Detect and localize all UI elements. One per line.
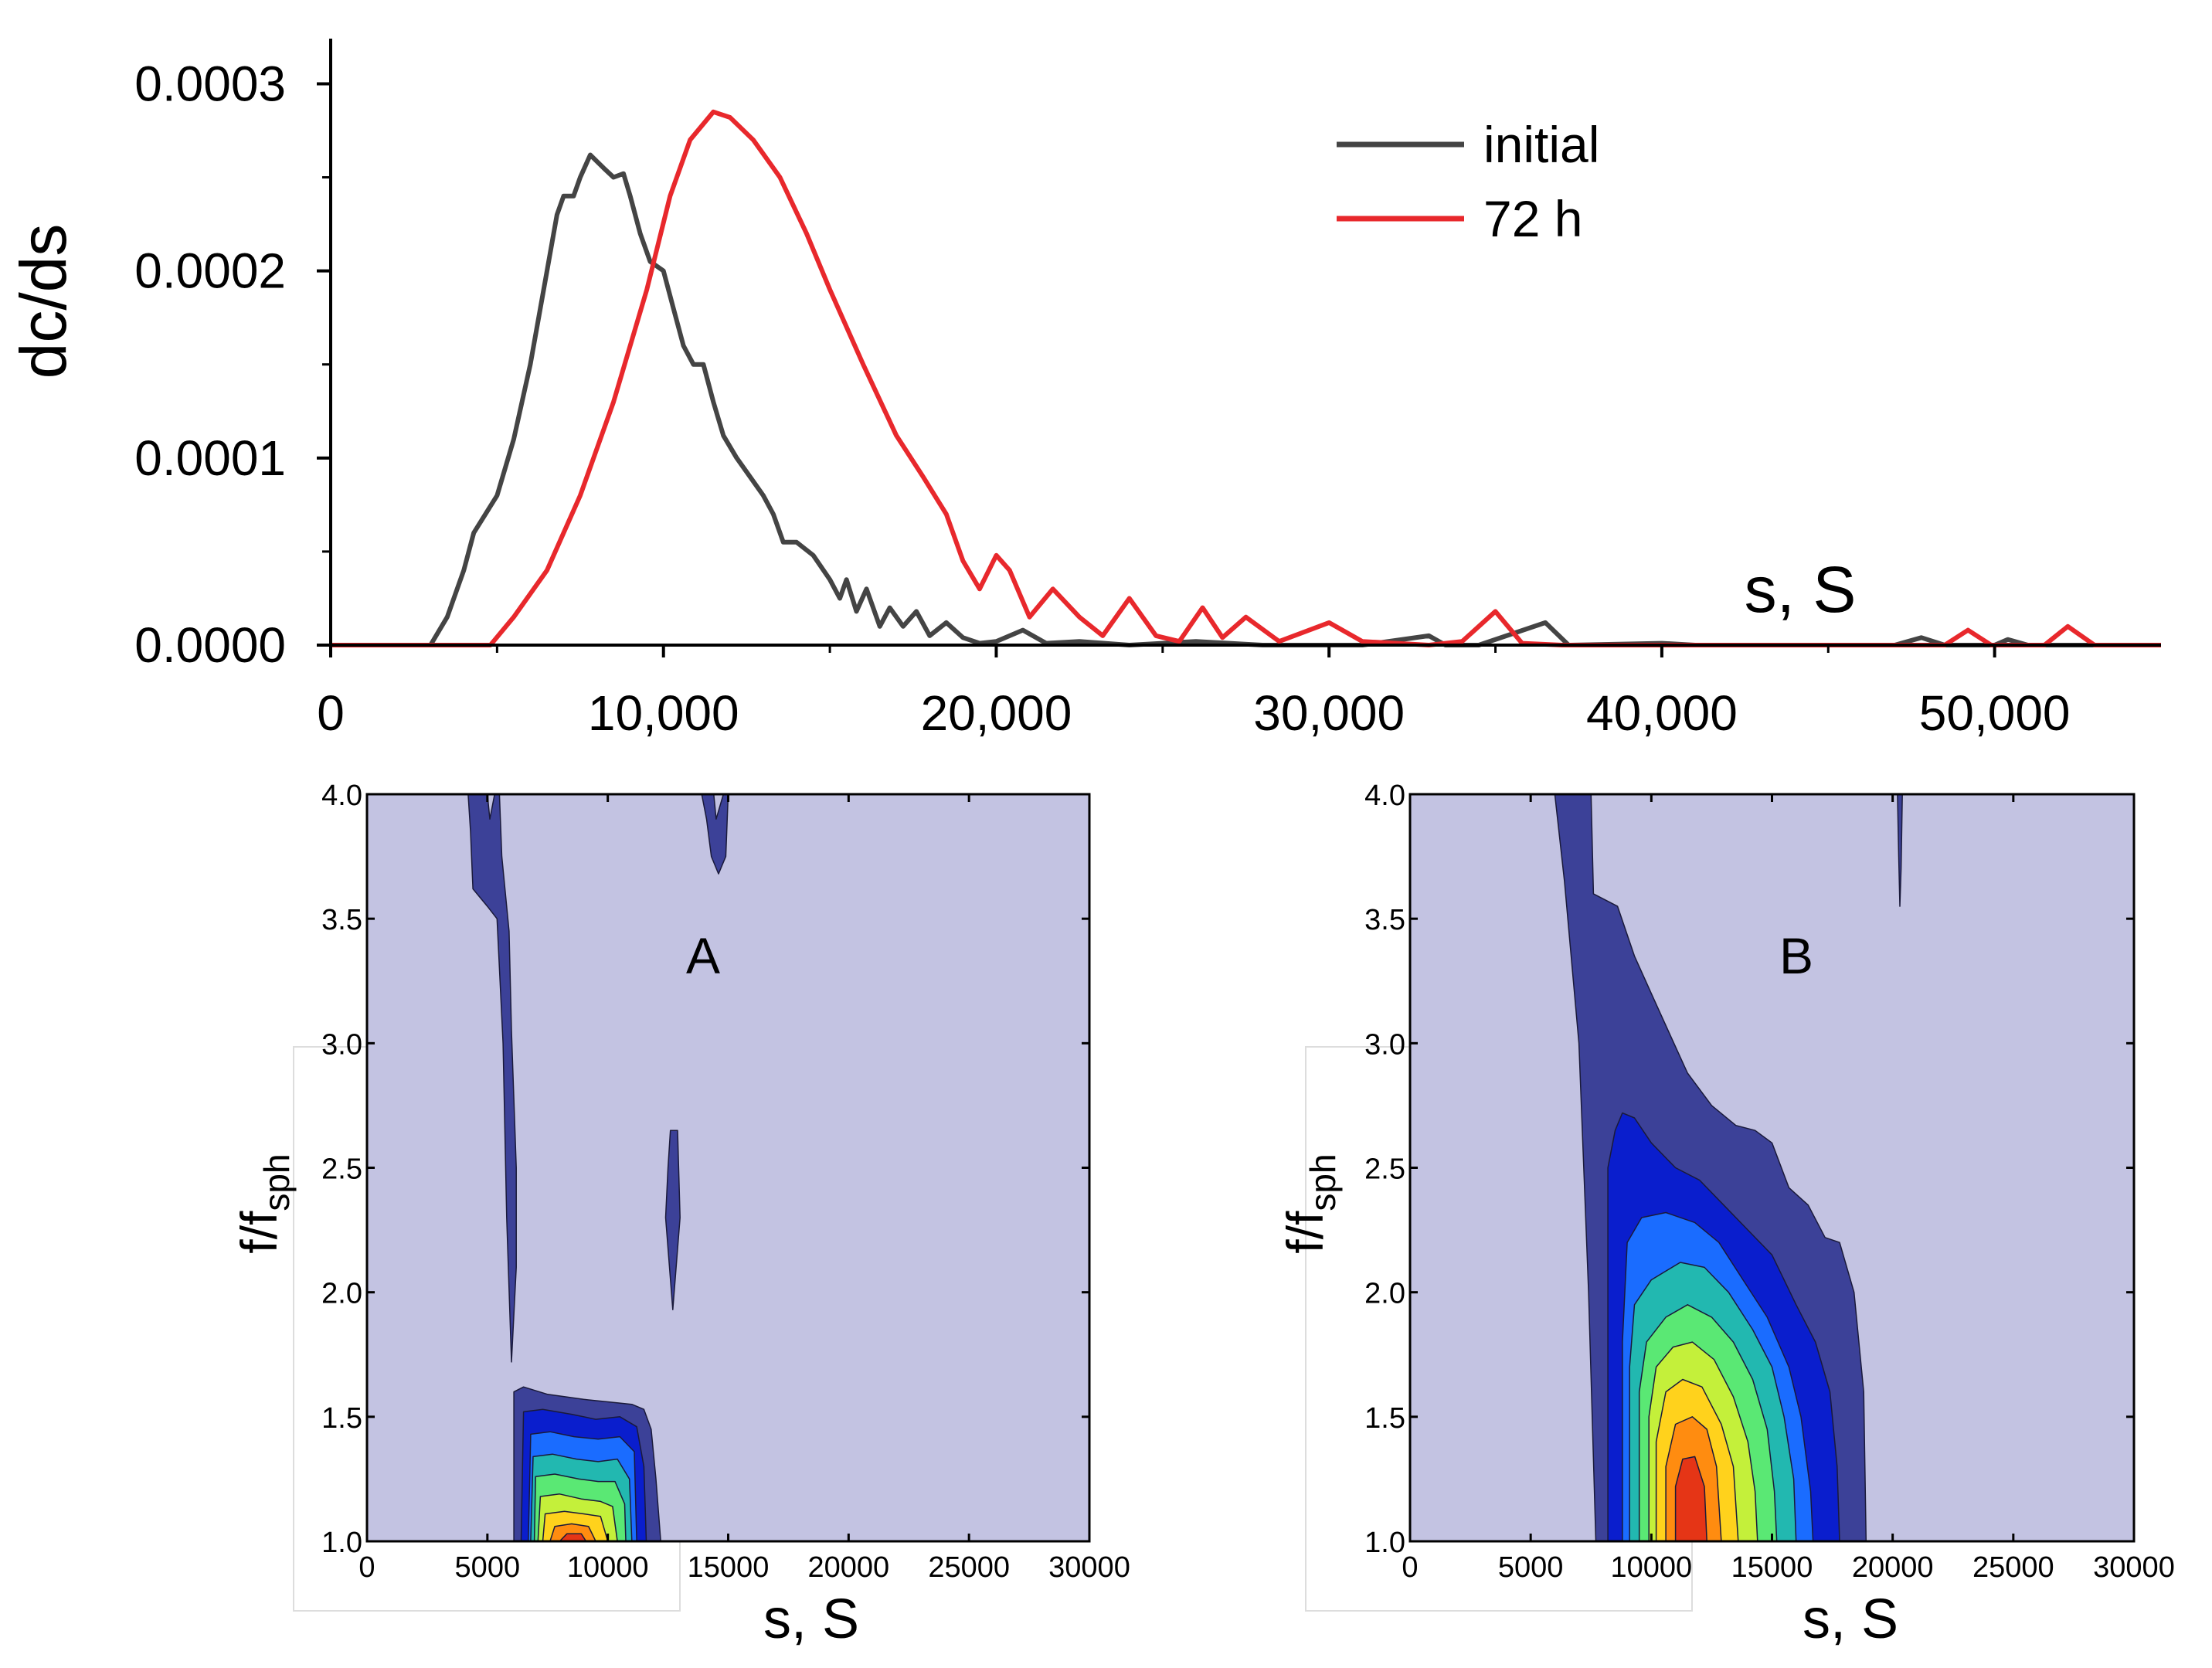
y-tick-label: 4.0 — [1364, 780, 1405, 812]
panel-b-label: B — [1779, 927, 1813, 984]
y-tick-label: 0.0000 — [134, 617, 286, 673]
panel-a-axes: 0 5000 10000 15000 20000 25000 30000 1.0 1.5 2.0 2… — [321, 780, 1130, 1584]
x-tick-label: 20000 — [807, 1551, 889, 1584]
x-tick-label: 50,000 — [1919, 685, 2071, 741]
panel-b-axes: 0 5000 10000 15000 20000 25000 30000 1.0 1.5 2.0 2… — [1364, 780, 2175, 1584]
contour-level-1 — [467, 794, 517, 1363]
x-tick-label: 0 — [1402, 1551, 1418, 1584]
legend-label-72h: 72 h — [1483, 190, 1582, 247]
x-tick-label: 5000 — [1498, 1551, 1564, 1584]
panel-a-x-axis-title: s, S — [763, 1588, 859, 1650]
contour-level-1 — [701, 794, 729, 875]
x-tick-label: 25000 — [928, 1551, 1010, 1584]
legend: initial 72 h — [1337, 116, 1599, 247]
x-tick-label: 0 — [317, 685, 345, 741]
y-tick-label: 3.0 — [1364, 1028, 1405, 1061]
x-tick-label: 15000 — [688, 1551, 770, 1584]
y-tick-label: 1.0 — [321, 1527, 362, 1559]
y-tick-label: 0.0002 — [134, 243, 286, 299]
contour-level-9 — [1674, 1456, 1707, 1541]
x-tick-label: 10000 — [567, 1551, 649, 1584]
contour-level-8 — [549, 1523, 596, 1541]
y-tick-label: 3.0 — [321, 1028, 362, 1061]
contour-fills — [467, 794, 729, 1541]
legend-label-initial: initial — [1483, 116, 1599, 173]
y-tick-label: 2.0 — [1364, 1278, 1405, 1310]
y-tick-label: 2.5 — [1364, 1153, 1405, 1186]
x-tick-label: 5000 — [455, 1551, 521, 1584]
y-tick-label: 1.5 — [1364, 1402, 1405, 1435]
axes-group: 0 10,000 20,000 30,000 40,000 50,000 0.0000 0.0… — [134, 39, 2161, 741]
plot-background — [367, 794, 1089, 1541]
y-tick-label: 3.5 — [321, 904, 362, 936]
contour-level-1 — [664, 1130, 681, 1310]
series-line-1 — [331, 109, 2161, 647]
x-axis-title: s, S — [1745, 553, 1857, 626]
x-tick-label: 10,000 — [588, 685, 739, 741]
x-tick-label: 10000 — [1610, 1551, 1692, 1584]
x-tick-label: 25000 — [1972, 1551, 2054, 1584]
contour-fills — [1554, 794, 1903, 1541]
panel-b-y-axis-title: f/fsph — [1276, 1153, 1343, 1253]
panel-a-y-axis-title: f/fsph — [230, 1153, 297, 1253]
y-tick-label: 4.0 — [321, 780, 362, 812]
x-tick-label: 30000 — [1048, 1551, 1130, 1584]
panel-a-label: A — [686, 927, 720, 984]
y-tick-label: 2.0 — [321, 1278, 362, 1310]
x-tick-label: 30000 — [2093, 1551, 2175, 1584]
y-tick-label: 1.0 — [1364, 1527, 1405, 1559]
y-tick-label: 0.0003 — [134, 56, 286, 111]
panel-b-contours — [1410, 794, 2134, 1541]
panel-b-x-axis-title: s, S — [1803, 1588, 1898, 1650]
contour-panel-a: 0 5000 10000 15000 20000 25000 30000 1.0 1.5 2.0 2… — [230, 780, 1130, 1650]
x-tick-label: 30,000 — [1253, 685, 1405, 741]
y-axis-title: dc/ds — [7, 224, 80, 379]
y-tick-label: 0.0001 — [134, 430, 286, 486]
contour-level-1 — [1897, 794, 1903, 907]
panel-a-contours — [367, 794, 1089, 1541]
x-tick-label: 15000 — [1731, 1551, 1813, 1584]
x-tick-label: 20,000 — [921, 685, 1072, 741]
line-chart: dc/ds s, S 0 10,000 20,000 30,000 40,000 50,0… — [7, 39, 2161, 741]
contour-level-9 — [559, 1533, 587, 1541]
y-tick-label: 3.5 — [1364, 904, 1405, 936]
series-line-0 — [331, 152, 2161, 647]
y-tick-label: 2.5 — [321, 1153, 362, 1186]
series-group — [331, 109, 2161, 647]
contour-panel-b: 0 5000 10000 15000 20000 25000 30000 1.0 1.5 2.0 2… — [1276, 780, 2175, 1650]
x-tick-label: 20000 — [1852, 1551, 1934, 1584]
x-tick-label: 0 — [358, 1551, 375, 1584]
y-tick-label: 1.5 — [321, 1402, 362, 1435]
x-tick-label: 40,000 — [1586, 685, 1738, 741]
